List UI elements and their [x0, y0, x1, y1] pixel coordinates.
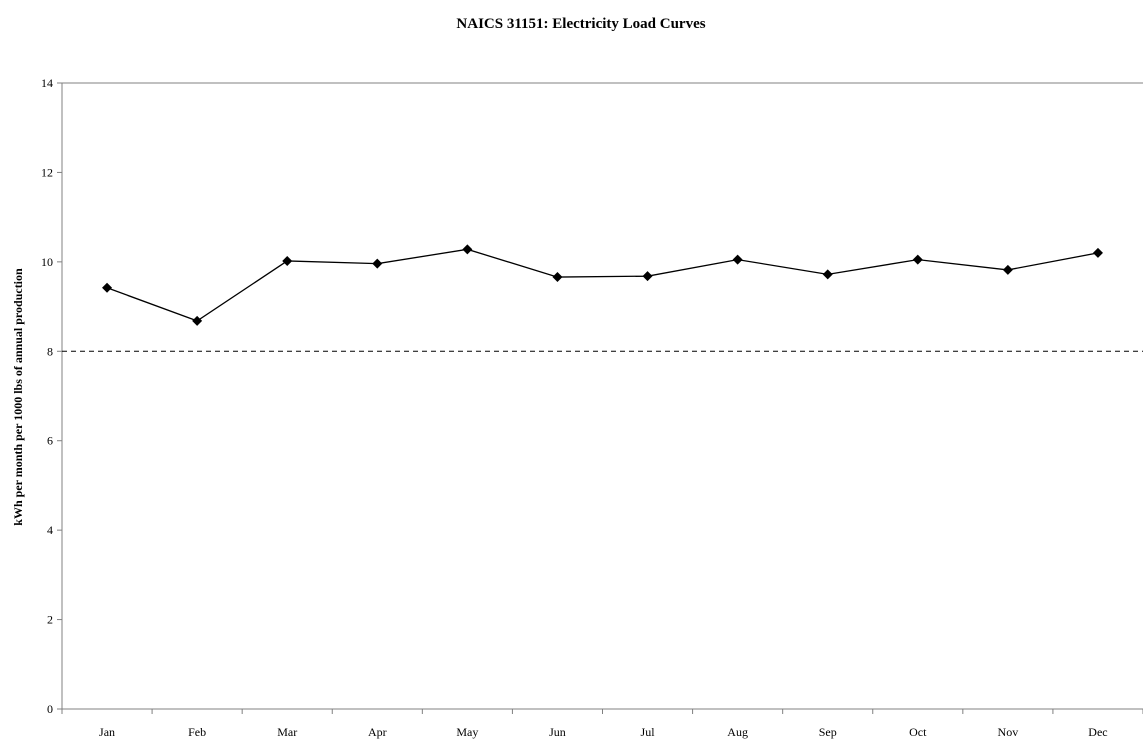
x-tick-label: Oct — [909, 725, 927, 739]
x-tick-label: Jan — [99, 725, 115, 739]
data-point — [552, 272, 563, 283]
x-tick-label: Nov — [998, 725, 1019, 739]
x-tick-label: Apr — [368, 725, 387, 739]
data-point — [1092, 247, 1103, 258]
data-point — [372, 258, 383, 269]
data-point — [912, 254, 923, 265]
data-point — [642, 271, 653, 282]
x-tick-label: Jul — [641, 725, 656, 739]
y-tick-label: 12 — [41, 165, 53, 179]
y-tick-label: 10 — [41, 255, 53, 269]
x-tick-label: May — [456, 725, 478, 739]
x-tick-label: Feb — [188, 725, 206, 739]
x-tick-label: Dec — [1088, 725, 1107, 739]
data-point — [1002, 264, 1013, 275]
x-tick-label: Jun — [549, 725, 566, 739]
x-tick-label: Mar — [277, 725, 297, 739]
y-tick-label: 2 — [47, 613, 53, 627]
x-tick-label: Aug — [727, 725, 748, 739]
data-point — [732, 254, 743, 265]
chart-title: NAICS 31151: Electricity Load Curves — [456, 16, 705, 32]
data-point — [102, 282, 113, 293]
plot-area: 0 2 4 6 8 10 12 14 Jan Feb Mar Apr May Jun Jul Aug Sep Oc… — [41, 76, 1143, 739]
data-point — [462, 244, 473, 255]
data-point — [282, 255, 293, 266]
y-tick-label: 4 — [47, 523, 53, 537]
data-point — [822, 269, 833, 280]
data-point — [192, 315, 203, 326]
series-line — [106, 248, 1099, 322]
y-tick-label: 8 — [47, 344, 53, 358]
y-axis-label: kWh per month per 1000 lbs of annual pro… — [11, 268, 25, 526]
x-tick-label: Sep — [819, 725, 837, 739]
y-tick-label: 14 — [41, 76, 53, 90]
y-tick-label: 0 — [47, 702, 53, 716]
y-tick-label: 6 — [47, 434, 53, 448]
